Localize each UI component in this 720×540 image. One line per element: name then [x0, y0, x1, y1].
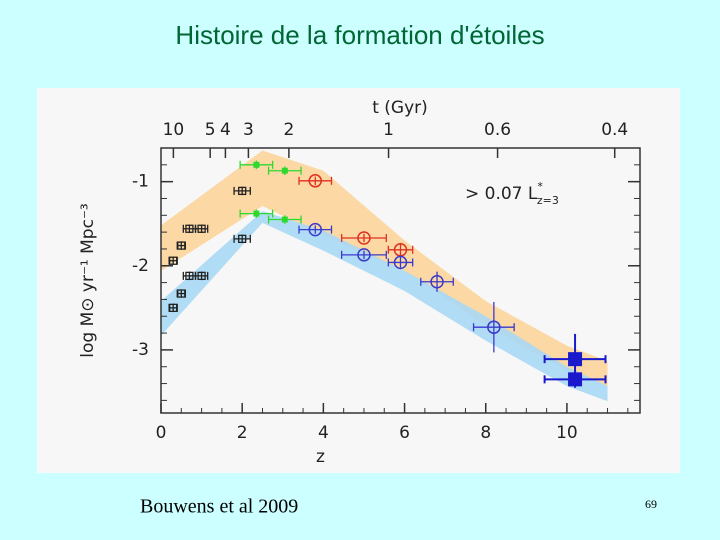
x-axis-label: z — [316, 447, 325, 467]
point — [281, 216, 288, 223]
point — [430, 275, 444, 289]
annotation-text: > 0.07 L — [465, 184, 538, 204]
y-tick-label: -3 — [132, 340, 149, 360]
x-tick-label: 2 — [237, 423, 248, 443]
x2-tick-label: 0.6 — [484, 120, 511, 140]
point — [308, 174, 323, 188]
x2-tick-label: 4 — [220, 120, 231, 140]
band — [161, 211, 608, 402]
slide-title: Histoire de la formation d'étoiles — [175, 20, 544, 50]
point — [238, 186, 247, 196]
point — [357, 248, 371, 262]
point — [253, 161, 260, 168]
point — [185, 271, 194, 281]
x-tick-label: 8 — [480, 423, 491, 443]
x2-axis-label: t (Gyr) — [372, 98, 428, 118]
annotation: > 0.07 L* z=3 — [465, 180, 559, 207]
point — [568, 352, 583, 367]
point — [308, 222, 323, 237]
x2-tick-label: 2 — [283, 120, 294, 140]
point — [177, 289, 186, 298]
source: Bouwens et al 2009 — [140, 496, 298, 518]
figure-panel — [37, 88, 680, 473]
x2-tick-label: 0.4 — [601, 120, 628, 140]
point — [197, 224, 206, 233]
plot: 0 2 4 6 8 10-1-2-310 5 4 3 2 1 0.6 0.4zt (Gyr)log M⊙… — [78, 98, 641, 467]
x-tick-label: 4 — [318, 423, 329, 443]
point — [238, 234, 247, 244]
point — [185, 224, 194, 233]
annotation-sub: z=3 — [537, 194, 559, 207]
point — [487, 320, 501, 334]
y-tick-label: -2 — [132, 256, 149, 276]
point — [197, 271, 206, 281]
x2-tick-label: 1 — [383, 120, 394, 140]
point — [568, 372, 583, 387]
point — [169, 303, 178, 312]
page-number: 69 — [645, 497, 657, 511]
point — [253, 210, 260, 217]
x2-tick-label: 5 — [205, 120, 216, 140]
plot-frame — [160, 147, 641, 414]
x2-tick-label: 3 — [243, 120, 254, 140]
annotation-sup: * — [537, 180, 543, 193]
x-tick-label: 6 — [399, 423, 410, 443]
y-axis-label: log M⊙ yr⁻¹ Mpc⁻³ — [78, 203, 98, 357]
x-tick-label: 10 — [556, 423, 578, 443]
point — [177, 241, 186, 250]
y-tick-label: -1 — [132, 172, 149, 192]
x-tick-label: 0 — [156, 423, 167, 443]
x2-tick-label: 10 — [163, 120, 185, 140]
point — [281, 167, 288, 174]
point — [393, 255, 408, 270]
point — [169, 256, 178, 265]
point — [357, 231, 371, 245]
